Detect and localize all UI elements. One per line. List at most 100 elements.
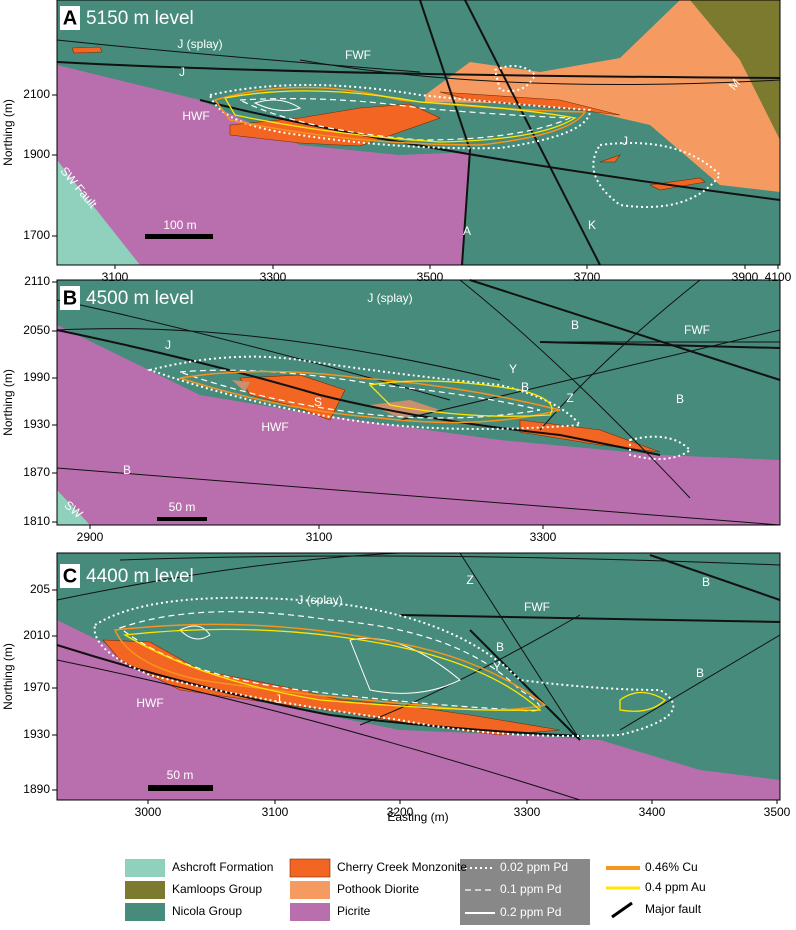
line-shape <box>611 901 633 919</box>
thin-shape <box>56 552 401 601</box>
thin-shape <box>299 59 781 85</box>
legend-label: Picrite <box>337 904 371 918</box>
map-label: K <box>588 218 596 232</box>
x-axis-label: Easting (m) <box>387 810 448 824</box>
au-shape <box>223 90 577 143</box>
map-label: HWF <box>136 696 163 710</box>
thin-shape <box>459 279 691 499</box>
rect-shape <box>157 517 207 521</box>
y-axis-label: Northing (m) <box>1 369 15 436</box>
frame-shape <box>56 279 781 526</box>
scale-bar-label: 100 m <box>163 218 196 232</box>
x-tick-label: 3300 <box>260 270 287 284</box>
legend-label: Kamloops Group <box>172 882 262 896</box>
map-label: B <box>496 640 504 654</box>
x-tick-label: 2900 <box>77 530 104 544</box>
thin-shape <box>56 328 501 381</box>
x-tick-label: 4100 <box>765 270 792 284</box>
fault-shape <box>56 61 781 79</box>
legend-label: 0.46% Cu <box>645 860 698 874</box>
kam-shape <box>125 881 165 899</box>
map-label: Z <box>466 573 473 587</box>
fault-shape <box>56 644 581 737</box>
x-tick-label: 3000 <box>135 805 162 819</box>
monz-shape <box>289 858 331 878</box>
y-tick-label: 1810 <box>23 514 50 528</box>
map-label: J (splay) <box>297 593 342 607</box>
monz-shape <box>229 103 441 147</box>
y-tick-label: 1990 <box>23 370 50 384</box>
panel-b-map <box>56 279 781 526</box>
map-label: B <box>702 575 710 589</box>
y-tick-label: 1930 <box>23 727 50 741</box>
legend-label: Major fault <box>645 902 702 916</box>
ash-shape <box>57 490 90 525</box>
pd3-shape <box>179 625 211 640</box>
kam-shape <box>690 0 780 140</box>
rect-shape <box>145 234 213 239</box>
fault-shape <box>419 0 472 266</box>
legend-label: Pothook Diorite <box>337 882 419 896</box>
map-label: FWF <box>524 600 550 614</box>
legend-label: 0.2 ppm Pd <box>500 905 561 919</box>
x-tick-label: 3300 <box>514 805 541 819</box>
x-tick-label: 3400 <box>639 805 666 819</box>
fault-shape <box>199 99 781 201</box>
map-label: J <box>622 134 628 148</box>
thin-shape <box>539 279 701 431</box>
x-tick-label: 3500 <box>417 270 444 284</box>
fault-shape <box>469 279 781 381</box>
scale-bar-label: 50 m <box>167 768 194 782</box>
map-label: J <box>165 338 171 352</box>
au-shape <box>368 380 553 417</box>
map-label: Y <box>493 660 501 674</box>
legend-label: Nicola Group <box>172 904 242 918</box>
map-label: FWF <box>684 323 710 337</box>
x-tick-label: 3100 <box>102 270 129 284</box>
map-label: J <box>275 692 281 706</box>
map-label: HWF <box>261 420 288 434</box>
map-label: B <box>696 666 704 680</box>
x-tick-label: 3200 <box>387 805 414 819</box>
panel-title: 5150 m level <box>86 8 194 29</box>
frame-shape <box>56 552 781 801</box>
thin-shape <box>56 299 451 401</box>
y-tick-label: 1870 <box>23 465 50 479</box>
x-tick-label: 3500 <box>764 805 791 819</box>
thin-shape <box>459 552 581 741</box>
thin-shape <box>56 39 421 73</box>
poth-shape <box>290 881 330 899</box>
cu-shape <box>113 623 547 711</box>
y-tick-label: 1900 <box>23 147 50 161</box>
nicola-shape <box>125 903 165 921</box>
x-tick-label: 3100 <box>262 805 289 819</box>
y-axis-label: Northing (m) <box>1 99 15 166</box>
picrite-shape <box>57 65 470 265</box>
legend-label: 0.02 ppm Pd <box>500 860 568 874</box>
monz-shape <box>71 46 103 54</box>
polygon-shape <box>370 400 440 418</box>
map-label: S <box>314 395 322 409</box>
map-label: J (splay) <box>177 37 222 51</box>
picrite-shape <box>57 620 780 800</box>
map-label: B <box>521 380 529 394</box>
y-tick-label: 1700 <box>23 228 50 242</box>
panel-title: 4500 m level <box>86 288 194 309</box>
y-tick-label: 2100 <box>23 87 50 101</box>
y-tick-label: 1930 <box>23 417 50 431</box>
legend-swatches <box>125 858 640 925</box>
pd1-shape <box>208 84 592 150</box>
fault-shape <box>399 614 781 623</box>
ash-shape <box>125 859 165 877</box>
scale-bar-label: 50 m <box>169 500 196 514</box>
x-tick-label: 3300 <box>530 530 557 544</box>
legend-label: 0.1 ppm Pd <box>500 882 561 896</box>
y-axis-label: Northing (m) <box>1 643 15 710</box>
thin-shape <box>56 467 781 526</box>
pd1-shape <box>629 435 692 460</box>
legend-label: Cherry Creek Monzonite <box>337 860 467 874</box>
thin-shape <box>399 329 781 421</box>
pd1-shape <box>493 65 537 92</box>
map-label: Y <box>509 362 517 376</box>
panel-title: 4400 m level <box>86 566 194 587</box>
